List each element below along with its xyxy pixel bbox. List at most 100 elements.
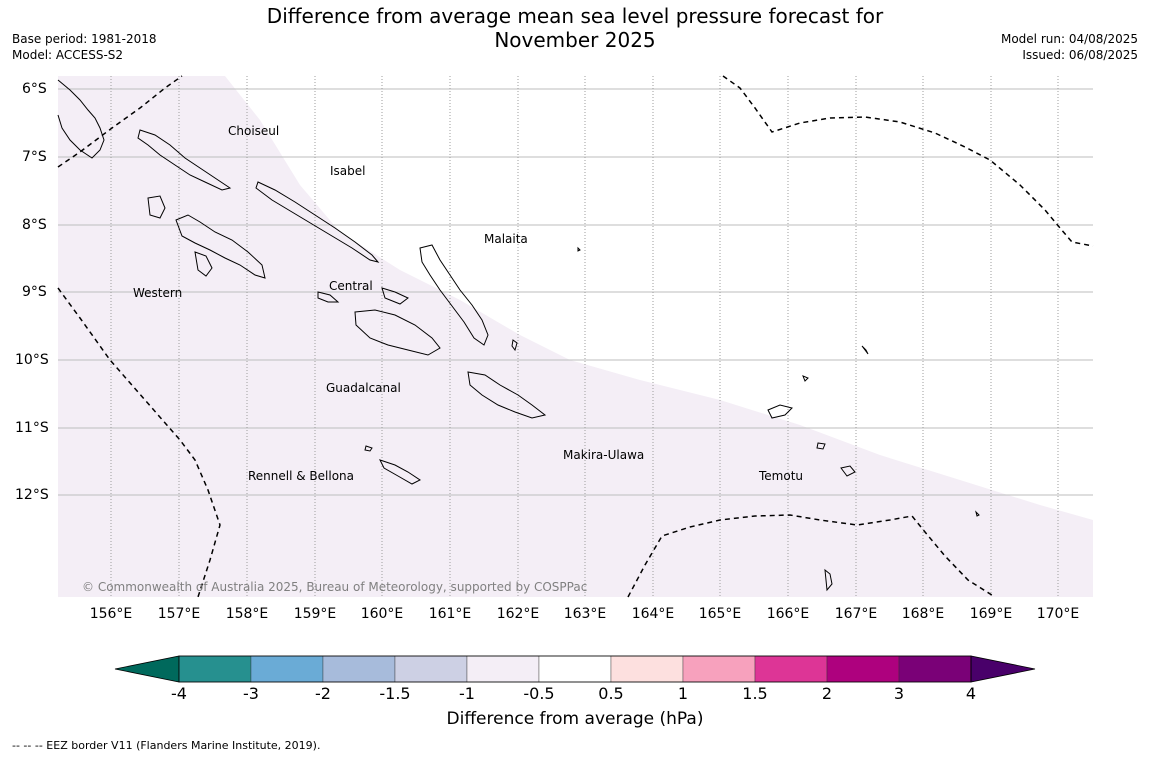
eez-footnote: -- -- -- EEZ border V11 (Flanders Marine… [12,739,321,752]
lon-label: 166°E [766,606,810,622]
colorbar-tick-label: 3 [893,684,905,703]
place-label-rennell-bellona: Rennell & Bellona [248,469,355,483]
lon-label: 159°E [293,606,337,622]
colorbar-segment [322,655,396,683]
lon-label: 164°E [631,606,675,622]
island-sikaiana [577,246,581,252]
place-label-malaita: Malaita [484,232,528,246]
place-label-temotu: Temotu [759,469,804,483]
place-label-central: Central [329,279,373,293]
base-period: Base period: 1981-2018 [12,32,157,46]
issued-date: Issued: 06/08/2025 [1022,48,1138,62]
island-anuta [975,510,980,517]
lat-label: 9°S [22,284,47,300]
lon-label: 162°E [496,606,540,622]
eez-border-nw [57,75,183,168]
place-label-guadalcanal: Guadalcanal [326,381,401,395]
latitude-gridlines [58,88,1093,496]
lat-label: 10°S [15,352,49,368]
colorbar-segment [178,655,252,683]
island-utupua [840,465,856,477]
colorbar-segment [466,655,540,683]
colorbar-segment [538,655,612,683]
island-duff [802,375,809,382]
colorbar-tick-label: -2 [315,684,331,703]
meta-left: Base period: 1981-2018 Model: ACCESS-S2 [12,31,157,63]
colorbar-tick-label: -1 [459,684,475,703]
colorbar-tick-label: 1.5 [742,684,768,703]
island-florida [317,291,340,303]
lon-label: 160°E [360,606,404,622]
anomaly-shading [58,76,1093,597]
colorbar-outline [178,655,972,683]
model-run: Model run: 04/08/2025 [1000,32,1138,46]
islands [57,79,980,592]
colorbar-extend-high [970,655,1036,683]
colorbar-segments [114,655,1036,683]
colorbar-segment [394,655,468,683]
lon-label: 170°E [1036,606,1080,622]
island-reef-islands [861,345,869,355]
place-label-western: Western [133,286,183,300]
colorbar-tick-label: 0.5 [598,684,624,703]
lat-label: 7°S [22,149,47,165]
island-ranongga [194,251,213,277]
eez-border-ne [722,75,1094,247]
lon-label: 168°E [901,606,945,622]
lon-label: 165°E [698,606,742,622]
model-name: Model: ACCESS-S2 [12,48,124,62]
island-isabel [255,181,380,263]
lon-label: 167°E [834,606,878,622]
colorbar-segment [682,655,756,683]
island-vanikoro [816,442,826,450]
colorbar-tick-label: 1 [677,684,689,703]
copyright-notice: © Commonwealth of Australia 2025, Bureau… [82,580,588,594]
lon-label: 158°E [225,606,269,622]
island-bougainville [57,79,105,159]
lat-label: 11°S [15,420,49,436]
lon-label: 161°E [428,606,472,622]
island-choiseul [137,129,232,191]
island-malaita [419,244,489,346]
colorbar-tick-label: -1.5 [379,684,411,703]
lon-label: 156°E [89,606,133,622]
title-line-1: Difference from average mean sea level p… [266,4,884,28]
colorbar-tick-label: 4 [965,684,977,703]
colorbar-segment [610,655,684,683]
island-vella [147,195,166,219]
colorbar-segment [826,655,900,683]
island-santa-cruz [767,404,793,419]
island-russell [381,287,409,305]
colorbar-tick-label: -3 [243,684,259,703]
island-guadalcanal [354,309,441,356]
colorbar-segment [250,655,324,683]
lon-label: 157°E [157,606,201,622]
colorbar-extend-low [114,655,180,683]
lon-label: 163°E [563,606,607,622]
island-tikopia [824,568,833,592]
place-label-choiseul: Choiseul [228,124,280,138]
map-title: Difference from average mean sea level p… [0,4,1150,52]
colorbar-tick-label: -0.5 [523,684,555,703]
place-label-isabel: Isabel [330,164,366,178]
eez-borders [57,75,1094,598]
island-bellona [364,445,373,452]
colorbar-tick-label: -4 [171,684,187,703]
place-label-makira-ulawa: Makira-Ulawa [563,448,645,462]
meta-right: Model run: 04/08/2025 Issued: 06/08/2025 [1001,31,1138,63]
lat-label: 8°S [22,217,47,233]
colorbar-segment [898,655,972,683]
lat-label: 6°S [22,81,47,97]
island-makira [467,371,547,419]
island-rennell [379,459,421,485]
lat-label: 12°S [15,487,49,503]
colorbar-tick-label: 2 [821,684,833,703]
lon-label: 169°E [969,606,1013,622]
eez-border-w [57,287,221,598]
colorbar-label: Difference from average (hPa) [446,709,704,729]
island-new-georgia [175,214,266,279]
title-line-2: November 2025 [494,28,656,52]
island-ulawa [511,339,518,352]
